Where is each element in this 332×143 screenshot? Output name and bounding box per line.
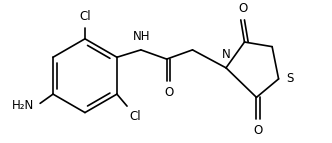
Text: O: O [164,86,173,99]
Text: O: O [238,2,247,15]
Text: NH: NH [133,30,150,43]
Text: O: O [254,124,263,137]
Text: S: S [286,72,293,85]
Text: H₂N: H₂N [12,99,35,112]
Text: N: N [222,48,230,61]
Text: Cl: Cl [129,110,140,123]
Text: Cl: Cl [79,10,91,23]
